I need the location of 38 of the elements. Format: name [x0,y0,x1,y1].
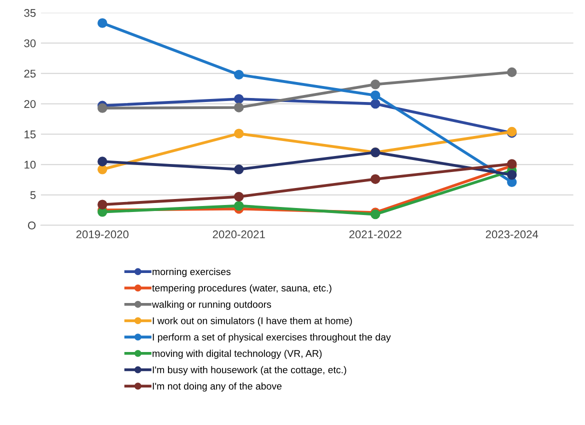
y-tick-label: 30 [24,39,36,48]
y-tick-label: 5 [30,191,36,200]
legend-label: tempering procedures (water, sauna, etc.) [152,284,332,294]
point [370,174,380,184]
y-tick-label: 25 [24,70,36,78]
legend-label: I perform a set of physical exercises throughout the day [152,333,391,342]
point [98,103,108,113]
point [234,70,244,80]
point [370,90,380,100]
point [507,67,517,78]
x-tick-label: 2020-2021 [212,230,265,238]
y-tick-label: 15 [24,130,36,138]
point [98,164,108,174]
point [234,102,244,112]
legend-label: morning exercises [152,268,231,278]
point [507,170,517,180]
point [370,98,380,109]
point [234,94,244,104]
x-tick-label: 2023-2024 [486,230,538,238]
point [98,18,108,28]
x-tick-label: 2021-2022 [349,230,402,238]
point [98,156,108,166]
y-tick-label: 20 [24,100,36,108]
point [234,200,244,211]
point [98,200,108,210]
legend-label: I'm not doing any of the above [152,382,282,392]
x-tick-label: 2019-2020 [76,230,129,238]
legend-label: walking or running outdoors [152,300,272,310]
legend-label: I'm busy with housework (at the cottage, etc.) [152,366,346,376]
legend-label: moving with digital technology (VR, AR) [152,350,322,359]
legend-label: I work out on simulators (I have them at home) [152,317,352,326]
point [234,164,244,174]
y-tick-label: 10 [24,160,36,169]
y-tick-label: 35 [24,9,36,17]
point [234,192,244,202]
point [370,80,380,90]
point [234,128,244,138]
y-tick-label: O [28,222,36,230]
